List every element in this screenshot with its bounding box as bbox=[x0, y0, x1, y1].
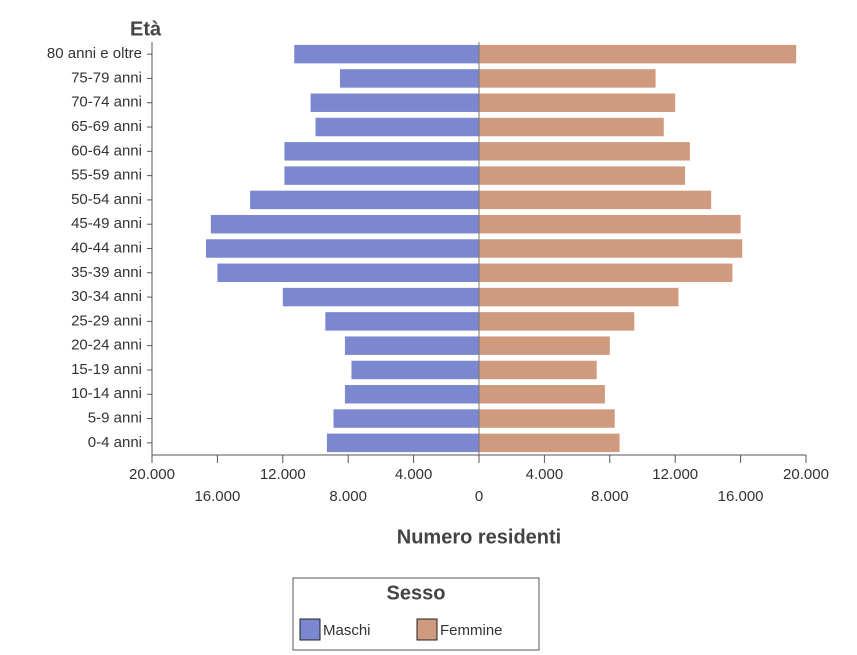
bar bbox=[479, 214, 741, 234]
bar bbox=[479, 44, 797, 64]
bar bbox=[479, 360, 597, 380]
x-tick-label: 8.000 bbox=[329, 488, 367, 505]
y-axis-title: Età bbox=[130, 18, 162, 40]
x-tick-label: 16.000 bbox=[718, 488, 764, 505]
bar bbox=[479, 239, 743, 258]
legend-label: Maschi bbox=[323, 622, 371, 639]
bar bbox=[340, 69, 479, 88]
y-tick-label: 50-54 anni bbox=[71, 191, 142, 208]
y-tick-label: 5-9 anni bbox=[88, 410, 142, 427]
y-tick-label: 65-69 anni bbox=[71, 118, 142, 135]
bar bbox=[479, 287, 679, 307]
x-tick-label: 4.000 bbox=[395, 466, 433, 483]
bar bbox=[344, 385, 479, 404]
x-tick-label: 0 bbox=[475, 488, 483, 505]
y-tick-label: 45-49 anni bbox=[71, 215, 142, 232]
x-tick-label: 12.000 bbox=[652, 466, 698, 483]
bar bbox=[479, 93, 676, 112]
bar bbox=[326, 433, 479, 453]
bar bbox=[284, 142, 479, 161]
bar bbox=[315, 117, 479, 137]
y-tick-label: 30-34 anni bbox=[71, 288, 142, 305]
bar bbox=[479, 433, 620, 453]
bar bbox=[333, 409, 479, 428]
bar bbox=[479, 263, 733, 283]
y-tick-label: 25-29 anni bbox=[71, 312, 142, 329]
x-tick-label: 16.000 bbox=[194, 488, 240, 505]
bar bbox=[479, 69, 656, 88]
legend-label: Femmine bbox=[440, 622, 503, 639]
bar bbox=[479, 336, 610, 355]
x-tick-label: 20.000 bbox=[783, 466, 829, 483]
bar bbox=[479, 409, 615, 428]
bar bbox=[351, 360, 479, 380]
bar bbox=[282, 287, 479, 307]
y-tick-label: 60-64 anni bbox=[71, 142, 142, 159]
x-axis-title: Numero residenti bbox=[397, 526, 561, 548]
legend-swatch bbox=[416, 618, 438, 641]
y-tick-label: 80 anni e oltre bbox=[47, 45, 142, 62]
bar bbox=[284, 166, 479, 185]
bar bbox=[344, 336, 479, 355]
x-tick-label: 8.000 bbox=[591, 488, 629, 505]
x-tick-label: 12.000 bbox=[260, 466, 306, 483]
bar bbox=[479, 166, 686, 185]
bar bbox=[325, 312, 479, 331]
bar bbox=[479, 312, 635, 331]
bar bbox=[205, 239, 479, 258]
legend-box bbox=[292, 577, 540, 651]
bar bbox=[479, 142, 690, 161]
bar bbox=[294, 44, 479, 64]
legend-swatch bbox=[299, 618, 321, 641]
bar bbox=[217, 263, 479, 283]
y-tick-label: 35-39 anni bbox=[71, 264, 142, 281]
y-tick-label: 40-44 anni bbox=[71, 239, 142, 256]
x-tick-label: 20.000 bbox=[129, 466, 175, 483]
bar bbox=[479, 190, 712, 210]
y-tick-label: 0-4 anni bbox=[88, 434, 142, 451]
bar bbox=[479, 385, 605, 404]
bar bbox=[479, 117, 664, 137]
y-tick-label: 55-59 anni bbox=[71, 167, 142, 184]
y-tick-label: 10-14 anni bbox=[71, 385, 142, 402]
y-tick-label: 70-74 anni bbox=[71, 94, 142, 111]
y-tick-label: 75-79 anni bbox=[71, 69, 142, 86]
x-tick-label: 4.000 bbox=[526, 466, 564, 483]
bar bbox=[310, 93, 479, 112]
y-tick-label: 20-24 anni bbox=[71, 337, 142, 354]
y-tick-label: 15-19 anni bbox=[71, 361, 142, 378]
bar bbox=[250, 190, 479, 210]
bar bbox=[210, 214, 480, 234]
legend-title: Sesso bbox=[387, 582, 446, 604]
